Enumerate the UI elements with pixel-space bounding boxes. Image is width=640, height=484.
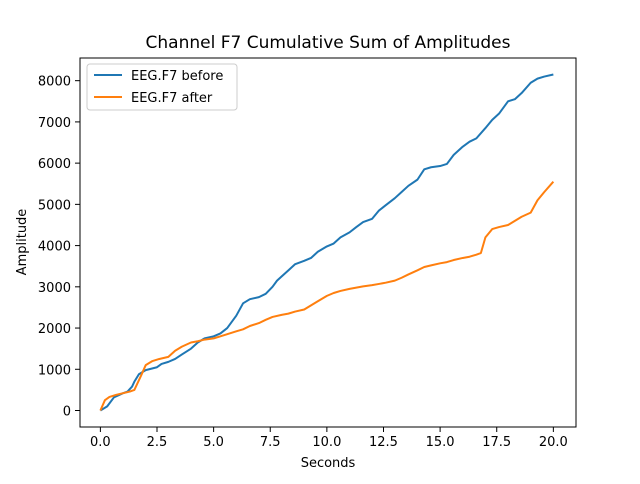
y-tick-label: 3000 — [38, 281, 71, 296]
x-tick-label: 20.0 — [539, 435, 568, 450]
x-tick-label: 0.0 — [90, 435, 111, 450]
series-layer — [99, 73, 555, 412]
plot-area-frame — [79, 57, 577, 428]
x-axis-label: Seconds — [301, 456, 356, 471]
x-tick-label: 12.5 — [369, 435, 398, 450]
chart-title: Channel F7 Cumulative Sum of Amplitudes — [146, 33, 511, 53]
y-tick-label: 5000 — [38, 198, 71, 213]
x-tick-label: 5.0 — [203, 435, 224, 450]
x-tick-label: 17.5 — [482, 435, 511, 450]
x-axis-ticks: 0.0 2.5 5.0 7.5 10.0 12.5 15.0 17.5 20.0 — [90, 427, 568, 450]
legend-box — [86, 63, 238, 111]
y-axis-ticks: 0 1000 2000 3000 4000 5000 6000 7000 8000 — [38, 75, 80, 420]
legend: EEG.F7 before EEG.F7 after — [86, 63, 238, 111]
legend-label-after: EEG.F7 after — [131, 91, 213, 106]
y-tick-label: 2000 — [38, 322, 71, 337]
y-tick-label: 4000 — [38, 240, 71, 255]
y-tick-label: 1000 — [38, 363, 71, 378]
series-line-after — [99, 181, 555, 411]
y-tick-label: 0 — [63, 405, 71, 420]
x-tick-label: 2.5 — [147, 435, 168, 450]
x-tick-label: 7.5 — [260, 435, 281, 450]
y-tick-label: 7000 — [38, 116, 71, 131]
legend-label-before: EEG.F7 before — [131, 69, 223, 84]
x-tick-label: 10.0 — [312, 435, 341, 450]
y-tick-label: 6000 — [38, 157, 71, 172]
series-line-before — [99, 73, 554, 412]
y-tick-label: 8000 — [38, 75, 71, 90]
y-axis-label: Amplitude — [15, 209, 30, 276]
x-tick-label: 15.0 — [426, 435, 455, 450]
